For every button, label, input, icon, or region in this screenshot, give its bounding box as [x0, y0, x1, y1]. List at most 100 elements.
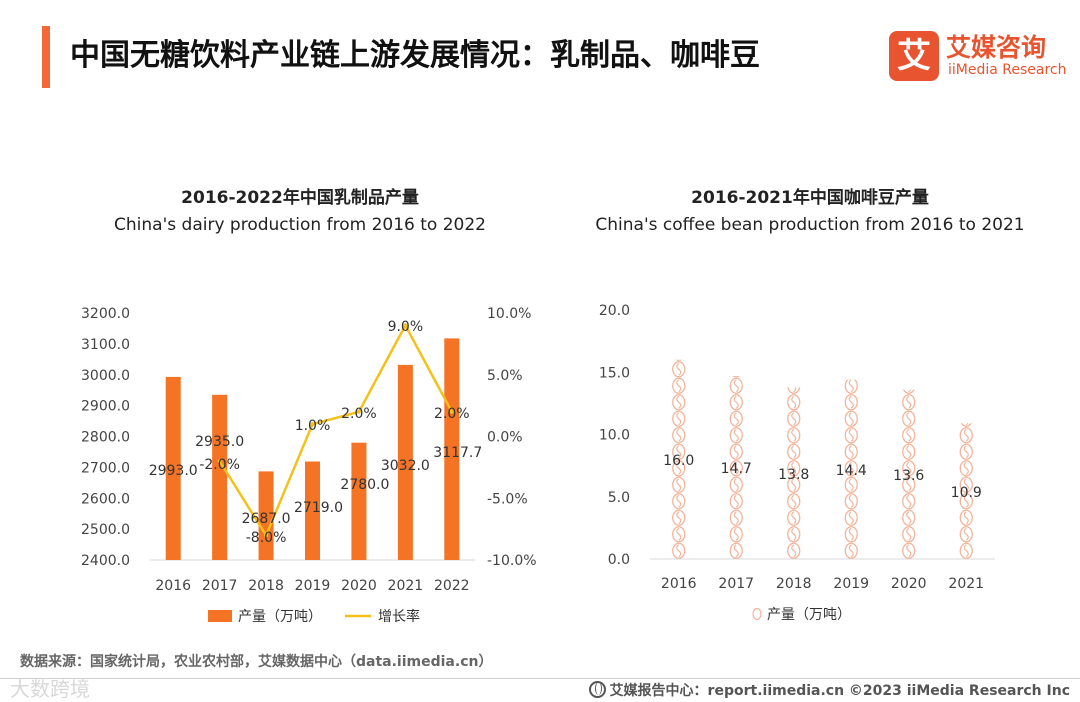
coffee-bean-icon	[959, 526, 973, 543]
coffee-bean-crease	[791, 544, 797, 558]
dairy-y2-tick: 5.0%	[487, 368, 523, 384]
coffee-bean-icon	[959, 493, 973, 510]
report-center-text: 艾媒报告中心：report.iimedia.cn ©2023 iiMedia R…	[609, 683, 1070, 699]
coffee-bean-crease	[906, 478, 912, 492]
coffee-bean-crease	[848, 494, 854, 508]
watermark: 大数跨境	[10, 677, 90, 701]
coffee-bean-crease	[963, 527, 969, 541]
coffee-bean-crease	[733, 412, 739, 426]
coffee-x-tick: 2020	[891, 576, 927, 592]
coffee-bean-icon	[787, 387, 801, 394]
coffee-chart-subtitle: China's coffee bean production from 2016…	[595, 215, 1025, 235]
coffee-bean-crease	[676, 445, 682, 459]
dairy-y-tick: 2900.0	[81, 399, 130, 415]
growth-rate-label: 1.0%	[295, 418, 331, 434]
coffee-bean-icon	[844, 443, 858, 460]
coffee-bar-label: 16.0	[663, 453, 694, 469]
growth-rate-point	[403, 323, 408, 328]
coffee-bean-column	[844, 362, 858, 559]
dairy-bar	[165, 376, 181, 560]
growth-rate-label: -8.0%	[246, 530, 287, 546]
coffee-bean-crease	[676, 395, 682, 409]
coffee-bean-crease	[906, 511, 912, 525]
dairy-bar-label: 3032.0	[381, 458, 430, 474]
coffee-bean-crease	[676, 478, 682, 492]
footer-report-center[interactable]: 艾媒报告中心：report.iimedia.cn ©2023 iiMedia R…	[588, 680, 1070, 700]
coffee-bean-crease	[791, 461, 797, 475]
coffee-bean-crease	[676, 527, 682, 541]
coffee-bean-crease	[733, 428, 739, 442]
coffee-bean-icon	[787, 542, 801, 559]
dairy-bar-label: 3117.7	[433, 445, 482, 461]
coffee-bean-crease	[906, 412, 912, 426]
coffee-bar-label: 14.7	[721, 461, 752, 477]
coffee-bean-icon	[959, 427, 973, 444]
coffee-bean-icon	[672, 493, 686, 510]
coffee-bean-crease	[733, 511, 739, 525]
dairy-y-tick: 2800.0	[81, 430, 130, 446]
growth-rate-label: 9.0%	[388, 319, 424, 335]
coffee-bean-crease	[848, 461, 854, 475]
dairy-chart-subtitle: China's dairy production from 2016 to 20…	[114, 215, 486, 235]
coffee-x-tick: 2018	[776, 576, 812, 592]
coffee-bean-icon	[672, 377, 686, 394]
dairy-y-tick: 3100.0	[81, 337, 130, 353]
coffee-bean-crease	[848, 412, 854, 426]
coffee-bean-icon	[729, 526, 743, 543]
logo-name-en: iiMedia Research	[948, 62, 1067, 78]
coffee-bean-icon	[959, 460, 973, 477]
coffee-bean-crease	[848, 379, 854, 393]
coffee-bar-label: 14.4	[836, 463, 867, 479]
coffee-bean-icon	[729, 443, 743, 460]
dairy-bar	[351, 442, 367, 560]
dairy-x-tick: 2021	[388, 578, 424, 594]
coffee-bean-crease	[906, 395, 912, 409]
coffee-bean-crease	[963, 428, 969, 442]
coffee-bean-crease	[906, 461, 912, 475]
coffee-bean-icon	[845, 362, 857, 377]
coffee-bean-crease	[791, 494, 797, 508]
coffee-bean-icon	[672, 410, 686, 427]
coffee-bean-icon	[844, 410, 858, 427]
growth-rate-point	[217, 459, 222, 464]
logo-name-cn: 艾媒咨询	[946, 33, 1047, 62]
legend-bar-label: 产量（万吨）	[238, 609, 322, 625]
coffee-bean-crease	[733, 544, 739, 558]
coffee-bean-crease	[848, 478, 854, 492]
dairy-x-tick: 2022	[434, 578, 470, 594]
coffee-bean-icon	[844, 493, 858, 510]
coffee-bean-crease	[965, 423, 969, 426]
coffee-y-tick: 15.0	[599, 365, 630, 381]
coffee-bean-crease	[733, 494, 739, 508]
coffee-bean-icon	[844, 526, 858, 543]
dairy-y2-tick: 0.0%	[487, 430, 523, 446]
coffee-bean-icon	[787, 427, 801, 444]
coffee-bar-label: 13.6	[893, 468, 924, 484]
coffee-x-tick: 2021	[948, 576, 984, 592]
coffee-bean-crease	[733, 395, 739, 409]
coffee-bean-icon	[844, 379, 858, 394]
coffee-bean-icon	[729, 394, 743, 411]
coffee-y-tick: 10.0	[599, 428, 630, 444]
coffee-bean-crease	[677, 347, 681, 359]
dairy-y-tick: 2400.0	[81, 553, 130, 569]
coffee-bean-icon	[672, 361, 686, 378]
dairy-y-tick: 2500.0	[81, 522, 130, 538]
coffee-bean-crease	[733, 445, 739, 459]
coffee-bean-icon	[844, 476, 858, 493]
coffee-bean-crease	[906, 445, 912, 459]
growth-rate-point	[356, 409, 361, 414]
coffee-x-tick: 2017	[718, 576, 754, 592]
coffee-bean-icon	[672, 509, 686, 526]
coffee-bean-icon	[672, 443, 686, 460]
legend-bar-swatch	[208, 610, 232, 622]
growth-rate-line	[218, 322, 453, 539]
coffee-bean-column	[959, 423, 973, 559]
dairy-y2-tick: -5.0%	[487, 491, 528, 507]
coffee-bean-crease	[906, 544, 912, 558]
data-source: 数据来源：国家统计局，农业农村部，艾媒数据中心（data.iimedia.cn）	[20, 654, 493, 670]
coffee-bean-column	[787, 387, 801, 559]
coffee-bean-crease	[963, 478, 969, 492]
coffee-bean-icon	[959, 443, 973, 460]
coffee-bean-crease	[963, 461, 969, 475]
